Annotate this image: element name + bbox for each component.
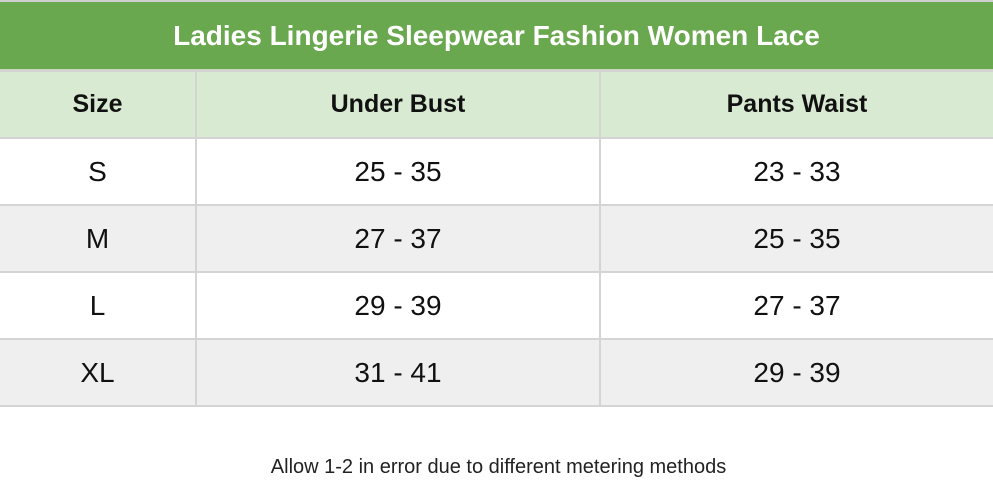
table-row: M 27 - 37 25 - 35 bbox=[0, 204, 993, 273]
pants-waist-cell: 29 - 39 bbox=[599, 338, 993, 407]
top-border bbox=[0, 0, 993, 2]
size-table: Size Under Bust Pants Waist S 25 - 35 23… bbox=[0, 70, 993, 407]
header-under-bust: Under Bust bbox=[195, 70, 601, 139]
size-cell: L bbox=[0, 271, 197, 340]
header-row: Size Under Bust Pants Waist bbox=[0, 70, 993, 139]
under-bust-cell: 31 - 41 bbox=[195, 338, 601, 407]
chart-title: Ladies Lingerie Sleepwear Fashion Women … bbox=[0, 2, 993, 71]
header-size: Size bbox=[0, 70, 197, 139]
size-cell: S bbox=[0, 137, 197, 206]
footnote: Allow 1-2 in error due to different mete… bbox=[270, 456, 727, 478]
table-row: S 25 - 35 23 - 33 bbox=[0, 137, 993, 206]
header-pants-waist: Pants Waist bbox=[599, 70, 993, 139]
under-bust-cell: 29 - 39 bbox=[195, 271, 601, 340]
table-row: L 29 - 39 27 - 37 bbox=[0, 271, 993, 340]
under-bust-cell: 25 - 35 bbox=[195, 137, 601, 206]
under-bust-cell: 27 - 37 bbox=[195, 204, 601, 273]
table-row: XL 31 - 41 29 - 39 bbox=[0, 338, 993, 407]
size-cell: M bbox=[0, 204, 197, 273]
pants-waist-cell: 27 - 37 bbox=[599, 271, 993, 340]
pants-waist-cell: 23 - 33 bbox=[599, 137, 993, 206]
size-cell: XL bbox=[0, 338, 197, 407]
pants-waist-cell: 25 - 35 bbox=[599, 204, 993, 273]
